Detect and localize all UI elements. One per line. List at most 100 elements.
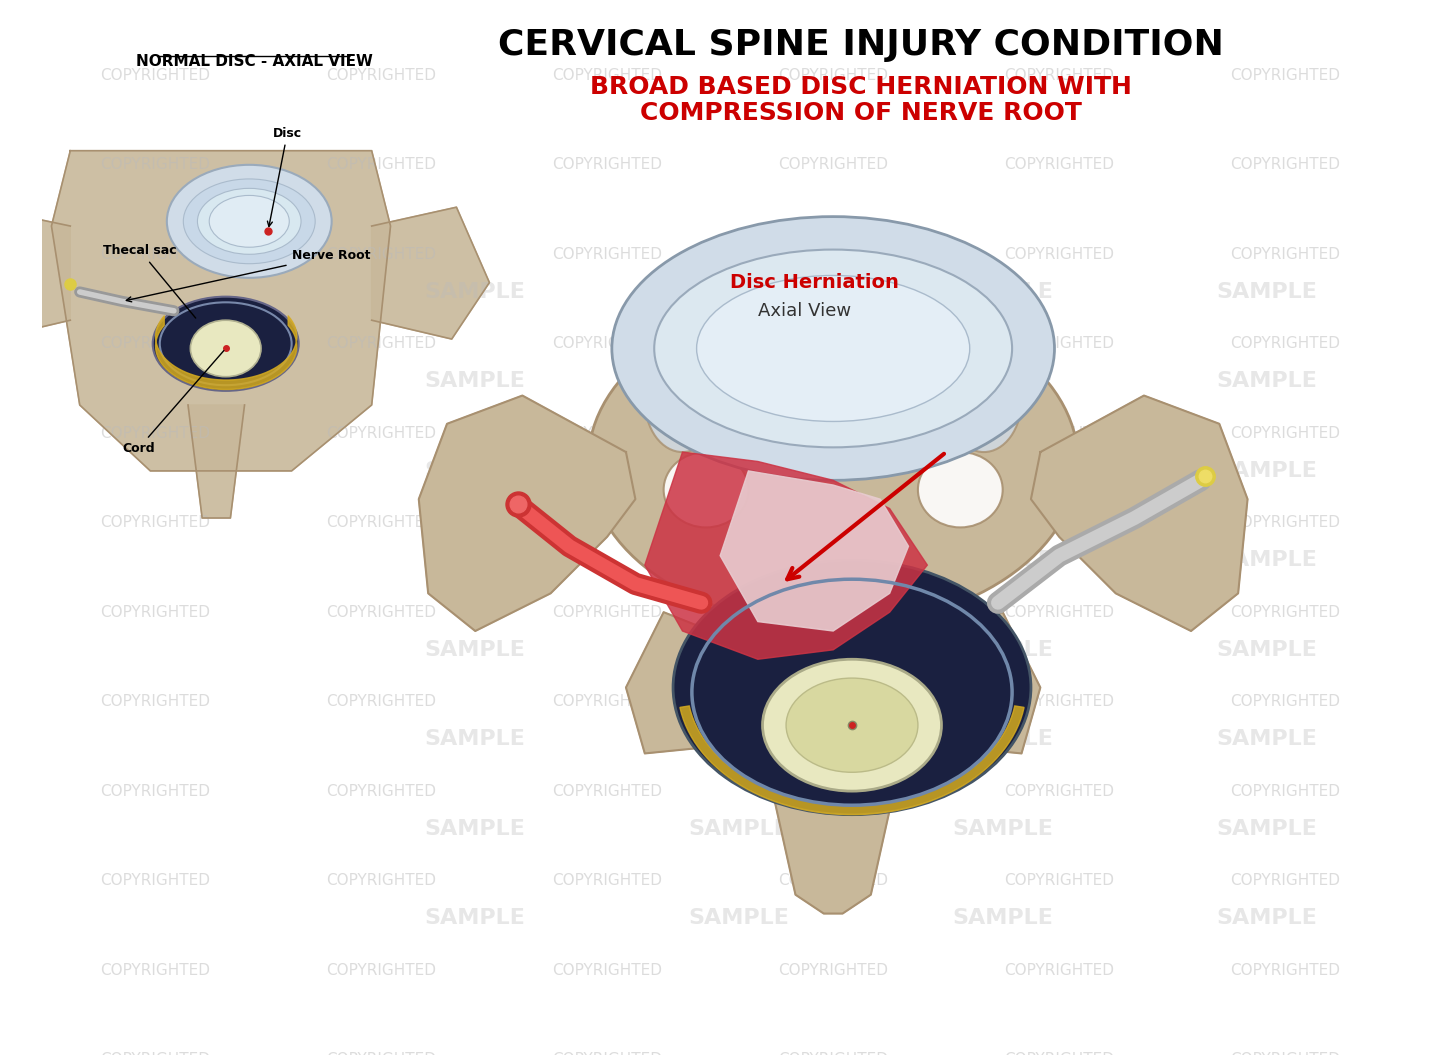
Polygon shape bbox=[903, 612, 1040, 753]
Text: SAMPLE: SAMPLE bbox=[689, 908, 789, 928]
Ellipse shape bbox=[918, 452, 1003, 528]
Text: COPYRIGHTED: COPYRIGHTED bbox=[1004, 962, 1114, 978]
Text: SAMPLE: SAMPLE bbox=[425, 551, 526, 571]
Ellipse shape bbox=[644, 348, 720, 452]
Text: COPYRIGHTED: COPYRIGHTED bbox=[1230, 694, 1340, 709]
Text: SAMPLE: SAMPLE bbox=[425, 461, 526, 481]
Text: COPYRIGHTED: COPYRIGHTED bbox=[552, 515, 662, 531]
Polygon shape bbox=[371, 207, 490, 339]
Text: COPYRIGHTED: COPYRIGHTED bbox=[1230, 784, 1340, 799]
Ellipse shape bbox=[184, 179, 315, 264]
Text: COPYRIGHTED: COPYRIGHTED bbox=[779, 337, 889, 351]
Text: COPYRIGHTED: COPYRIGHTED bbox=[327, 1052, 436, 1055]
Text: SAMPLE: SAMPLE bbox=[952, 819, 1053, 839]
Ellipse shape bbox=[786, 678, 918, 772]
Text: COPYRIGHTED: COPYRIGHTED bbox=[779, 247, 889, 262]
Text: COPYRIGHTED: COPYRIGHTED bbox=[100, 605, 210, 619]
Text: COPYRIGHTED: COPYRIGHTED bbox=[552, 247, 662, 262]
Text: COPYRIGHTED: COPYRIGHTED bbox=[327, 605, 436, 619]
Text: COPYRIGHTED: COPYRIGHTED bbox=[1004, 337, 1114, 351]
Text: COMPRESSION OF NERVE ROOT: COMPRESSION OF NERVE ROOT bbox=[640, 101, 1082, 124]
Polygon shape bbox=[720, 471, 909, 631]
Text: SAMPLE: SAMPLE bbox=[952, 639, 1053, 659]
Text: COPYRIGHTED: COPYRIGHTED bbox=[1004, 157, 1114, 172]
Text: Disc: Disc bbox=[267, 127, 302, 227]
Polygon shape bbox=[757, 688, 909, 914]
Text: SAMPLE: SAMPLE bbox=[689, 371, 789, 391]
Text: COPYRIGHTED: COPYRIGHTED bbox=[100, 247, 210, 262]
Text: SAMPLE: SAMPLE bbox=[425, 908, 526, 928]
Text: SAMPLE: SAMPLE bbox=[1215, 282, 1316, 302]
Text: SAMPLE: SAMPLE bbox=[952, 371, 1053, 391]
Text: Axial View: Axial View bbox=[757, 302, 851, 320]
Ellipse shape bbox=[611, 216, 1055, 480]
Text: SAMPLE: SAMPLE bbox=[1215, 461, 1316, 481]
Text: Cord: Cord bbox=[121, 350, 224, 455]
Text: COPYRIGHTED: COPYRIGHTED bbox=[327, 962, 436, 978]
Text: COPYRIGHTED: COPYRIGHTED bbox=[779, 962, 889, 978]
Ellipse shape bbox=[166, 165, 332, 277]
Text: COPYRIGHTED: COPYRIGHTED bbox=[1004, 426, 1114, 441]
Text: COPYRIGHTED: COPYRIGHTED bbox=[1230, 247, 1340, 262]
Text: COPYRIGHTED: COPYRIGHTED bbox=[327, 784, 436, 799]
Text: COPYRIGHTED: COPYRIGHTED bbox=[779, 1052, 889, 1055]
Text: COPYRIGHTED: COPYRIGHTED bbox=[779, 68, 889, 83]
Polygon shape bbox=[644, 452, 928, 659]
Text: COPYRIGHTED: COPYRIGHTED bbox=[327, 874, 436, 888]
Text: COPYRIGHTED: COPYRIGHTED bbox=[1230, 157, 1340, 172]
Text: COPYRIGHTED: COPYRIGHTED bbox=[100, 962, 210, 978]
Text: COPYRIGHTED: COPYRIGHTED bbox=[100, 337, 210, 351]
Text: SAMPLE: SAMPLE bbox=[425, 371, 526, 391]
Text: COPYRIGHTED: COPYRIGHTED bbox=[327, 694, 436, 709]
Polygon shape bbox=[419, 396, 636, 631]
Text: COPYRIGHTED: COPYRIGHTED bbox=[1004, 1052, 1114, 1055]
Text: COPYRIGHTED: COPYRIGHTED bbox=[1004, 874, 1114, 888]
Ellipse shape bbox=[673, 560, 1030, 814]
Text: COPYRIGHTED: COPYRIGHTED bbox=[779, 694, 889, 709]
Text: COPYRIGHTED: COPYRIGHTED bbox=[1230, 426, 1340, 441]
Text: COPYRIGHTED: COPYRIGHTED bbox=[100, 68, 210, 83]
Text: SAMPLE: SAMPLE bbox=[689, 461, 789, 481]
Text: COPYRIGHTED: COPYRIGHTED bbox=[779, 426, 889, 441]
Text: Thecal sac: Thecal sac bbox=[103, 245, 195, 318]
Text: NORMAL DISC - AXIAL VIEW: NORMAL DISC - AXIAL VIEW bbox=[136, 54, 373, 69]
Ellipse shape bbox=[696, 275, 970, 421]
Ellipse shape bbox=[763, 659, 942, 791]
Ellipse shape bbox=[663, 452, 749, 528]
Text: SAMPLE: SAMPLE bbox=[952, 551, 1053, 571]
Polygon shape bbox=[681, 706, 1025, 814]
Text: COPYRIGHTED: COPYRIGHTED bbox=[327, 337, 436, 351]
Text: SAMPLE: SAMPLE bbox=[1215, 551, 1316, 571]
Ellipse shape bbox=[198, 189, 301, 254]
Text: COPYRIGHTED: COPYRIGHTED bbox=[552, 694, 662, 709]
Text: SAMPLE: SAMPLE bbox=[1215, 639, 1316, 659]
Text: COPYRIGHTED: COPYRIGHTED bbox=[1230, 874, 1340, 888]
Text: COPYRIGHTED: COPYRIGHTED bbox=[552, 337, 662, 351]
Text: SAMPLE: SAMPLE bbox=[425, 639, 526, 659]
Text: SAMPLE: SAMPLE bbox=[1215, 371, 1316, 391]
Text: COPYRIGHTED: COPYRIGHTED bbox=[779, 784, 889, 799]
Text: COPYRIGHTED: COPYRIGHTED bbox=[100, 694, 210, 709]
Text: COPYRIGHTED: COPYRIGHTED bbox=[100, 515, 210, 531]
Text: COPYRIGHTED: COPYRIGHTED bbox=[1230, 1052, 1340, 1055]
Text: COPYRIGHTED: COPYRIGHTED bbox=[100, 784, 210, 799]
Text: COPYRIGHTED: COPYRIGHTED bbox=[327, 247, 436, 262]
Text: COPYRIGHTED: COPYRIGHTED bbox=[1230, 68, 1340, 83]
Text: COPYRIGHTED: COPYRIGHTED bbox=[552, 1052, 662, 1055]
Text: COPYRIGHTED: COPYRIGHTED bbox=[552, 874, 662, 888]
Text: SAMPLE: SAMPLE bbox=[1215, 908, 1316, 928]
Text: COPYRIGHTED: COPYRIGHTED bbox=[779, 874, 889, 888]
Text: SAMPLE: SAMPLE bbox=[425, 729, 526, 749]
Text: COPYRIGHTED: COPYRIGHTED bbox=[1004, 784, 1114, 799]
Polygon shape bbox=[0, 207, 71, 339]
Ellipse shape bbox=[191, 321, 262, 377]
Polygon shape bbox=[52, 151, 390, 471]
Text: COPYRIGHTED: COPYRIGHTED bbox=[100, 426, 210, 441]
Ellipse shape bbox=[153, 296, 299, 390]
Text: COPYRIGHTED: COPYRIGHTED bbox=[1230, 962, 1340, 978]
Text: SAMPLE: SAMPLE bbox=[1215, 729, 1316, 749]
Text: COPYRIGHTED: COPYRIGHTED bbox=[779, 157, 889, 172]
Text: COPYRIGHTED: COPYRIGHTED bbox=[779, 515, 889, 531]
Text: BROAD BASED DISC HERNIATION WITH: BROAD BASED DISC HERNIATION WITH bbox=[591, 75, 1133, 99]
Ellipse shape bbox=[946, 348, 1022, 452]
